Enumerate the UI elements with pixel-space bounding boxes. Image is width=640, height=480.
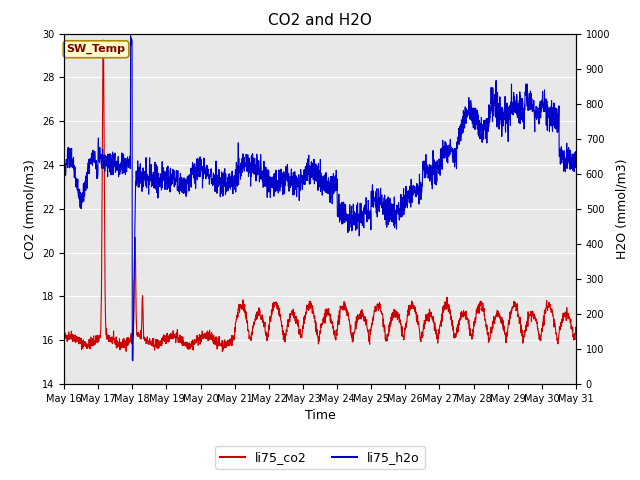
Y-axis label: H2O (mmol/m3): H2O (mmol/m3) [616,158,628,259]
Legend: li75_co2, li75_h2o: li75_co2, li75_h2o [215,446,425,469]
Y-axis label: CO2 (mmol/m3): CO2 (mmol/m3) [23,159,36,259]
Text: SW_Temp: SW_Temp [67,44,125,54]
Title: CO2 and H2O: CO2 and H2O [268,13,372,28]
X-axis label: Time: Time [305,409,335,422]
